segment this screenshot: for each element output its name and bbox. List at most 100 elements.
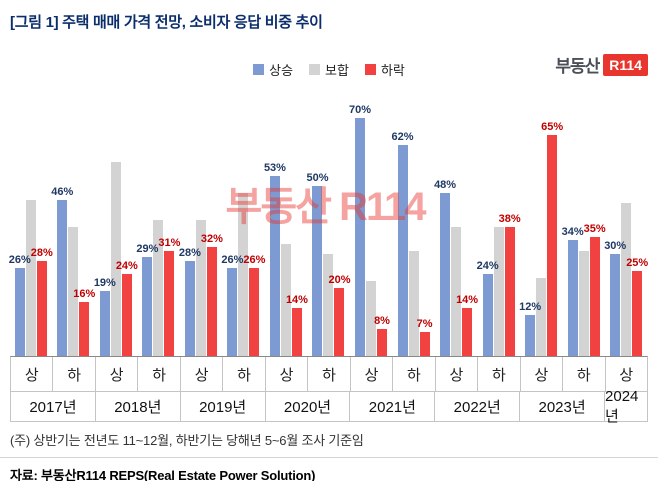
- bar-flat-2023-상: [536, 277, 547, 356]
- axis-half-label: 상: [179, 357, 222, 391]
- bar-group: 26% 26%: [221, 84, 266, 356]
- bar-fall-2023-상: 65%: [541, 121, 563, 356]
- bar-rise-2020-하: 50%: [306, 172, 329, 356]
- bar-fall-2018-상: 24%: [116, 260, 138, 356]
- bar-value-label: 26%: [221, 253, 244, 266]
- bar-flat-2018-하: [153, 220, 164, 356]
- bar-rise-2020-상: 53%: [264, 162, 286, 356]
- bar-rise-2017-하: 46%: [51, 186, 73, 356]
- axis-half-label: 상: [94, 357, 137, 391]
- legend-swatch-flat: [309, 64, 321, 75]
- bar-flat-2020-하: [323, 254, 334, 356]
- bar-group: 12% 65%: [519, 84, 563, 356]
- bar-value-label: 31%: [158, 236, 181, 249]
- legend-label: 상승: [269, 63, 294, 78]
- legend-swatch-rise: [253, 64, 265, 75]
- source-line: 자료: 부동산R114 REPS(Real Estate Power Solut…: [10, 468, 316, 481]
- bar-rise-2019-하: 26%: [221, 254, 243, 356]
- bar-rise-2018-하: 29%: [136, 243, 158, 356]
- legend: 상승 보합 하락: [10, 60, 648, 79]
- bar-rise-2017-상: 26%: [9, 254, 31, 356]
- bar-value-label: 34%: [561, 226, 584, 239]
- bar-rise-2019-상: 28%: [179, 247, 201, 356]
- footnote: (주) 상반기는 전년도 11~12월, 하반기는 당해년 5~6월 조사 기준…: [10, 433, 364, 448]
- bar-flat-2022-상: [451, 226, 462, 356]
- logo-badge: R114: [603, 53, 648, 76]
- bar-value-label: 28%: [178, 246, 201, 259]
- bar-fall-2020-상: 14%: [286, 294, 308, 356]
- bar-rise-2022-하: 24%: [477, 260, 499, 356]
- bar-group: 70% 8%: [349, 84, 393, 356]
- bar-flat-2024-상: [621, 203, 632, 356]
- bar-flat-2017-상: [25, 199, 36, 356]
- legend-item-flat: 보합: [309, 60, 349, 79]
- axis-year-label: 2021년: [349, 392, 434, 421]
- bar-fall-2022-하: 38%: [499, 213, 521, 356]
- bar-value-label: 19%: [93, 277, 116, 290]
- bar-value-label: 32%: [200, 233, 223, 246]
- bar-rise-2024-상: 30%: [604, 240, 626, 356]
- bar-group: 50% 20%: [306, 84, 351, 356]
- bar-fall-2020-하: 20%: [328, 274, 351, 356]
- bar-value-label: 65%: [541, 121, 564, 133]
- bar-flat-2018-상: [110, 162, 121, 356]
- axis-half-label: 하: [307, 357, 349, 391]
- axis-half-label: 상: [434, 357, 477, 391]
- bar-group: 46% 16%: [51, 84, 95, 356]
- bar-value-label: 16%: [73, 287, 96, 300]
- plot-area: 26% 28% 46% 16% 19% 24% 29% 31% 28% 32% 26% 26% 53% 1…: [9, 84, 648, 356]
- bar-group: 53% 14%: [264, 84, 308, 356]
- axis-half-label: 상: [264, 357, 307, 391]
- bar-rise-2021-하: 62%: [392, 131, 414, 356]
- axis-half-label: 하: [222, 357, 264, 391]
- axis-year-row: 2017년 2018년 2019년 2020년 2021년 2022년 2023년 2024년: [10, 388, 648, 425]
- bar-value-label: 20%: [328, 274, 351, 286]
- figure-title: [그림 1] 주택 매매 가격 전망, 소비자 응답 비중 추이: [10, 14, 323, 31]
- legend-label: 하락: [380, 63, 405, 78]
- bar-rise-2023-하: 34%: [562, 226, 584, 356]
- axis-half-label: 하: [52, 357, 94, 391]
- bar-fall-2021-하: 7%: [417, 318, 433, 356]
- axis-year-label: 2022년: [434, 392, 519, 421]
- logo-text: 부동산: [555, 57, 600, 76]
- legend-swatch-fall: [364, 64, 376, 75]
- bar-rise-2023-상: 12%: [519, 301, 541, 356]
- bar-fall-2023-하: 35%: [584, 223, 606, 356]
- axis-year-label: 2023년: [519, 392, 604, 421]
- bar-value-label: 70%: [349, 104, 372, 116]
- bar-flat-2023-하: [578, 250, 589, 356]
- bar-fall-2022-상: 14%: [456, 294, 478, 356]
- bar-group: 26% 28%: [9, 84, 53, 356]
- divider-line: [0, 457, 658, 458]
- bar-value-label: 30%: [604, 240, 627, 252]
- bar-group: 19% 24%: [93, 84, 138, 356]
- bar-flat-2020-상: [280, 243, 291, 356]
- axis-half-label: 상: [604, 357, 647, 391]
- bar-group: 30% 25%: [604, 84, 648, 356]
- bar-rise-2021-상: 70%: [349, 104, 371, 356]
- bar-group: 24% 38%: [477, 84, 521, 356]
- bar-fall-2017-하: 16%: [73, 288, 95, 356]
- bar-value-label: 46%: [51, 185, 74, 198]
- bar-value-label: 12%: [519, 301, 542, 314]
- axis-year-label: 2020년: [264, 392, 350, 421]
- axis-half-label: 상: [24, 366, 39, 384]
- bar-group: 28% 32%: [179, 84, 223, 356]
- axis-year-label: 2017년: [29, 399, 77, 416]
- bar-value-label: 14%: [456, 294, 479, 307]
- bar-value-label: 7%: [416, 318, 433, 331]
- bar-value-label: 38%: [498, 212, 521, 225]
- bar-value-label: 26%: [243, 253, 266, 266]
- axis-year-label: 2018년: [94, 392, 180, 421]
- bar-value-label: 8%: [374, 314, 390, 327]
- bar-group: 34% 35%: [562, 84, 606, 356]
- legend-item-fall: 하락: [364, 60, 405, 79]
- bar-flat-2019-하: [238, 192, 249, 356]
- axis-half-label: 하: [477, 357, 519, 391]
- bar-value-label: 28%: [30, 246, 53, 259]
- bar-flat-2019-상: [195, 220, 206, 356]
- bar-value-label: 62%: [391, 131, 414, 144]
- axis-half-label: 상: [349, 357, 392, 391]
- axis-half-label: 상: [519, 357, 562, 391]
